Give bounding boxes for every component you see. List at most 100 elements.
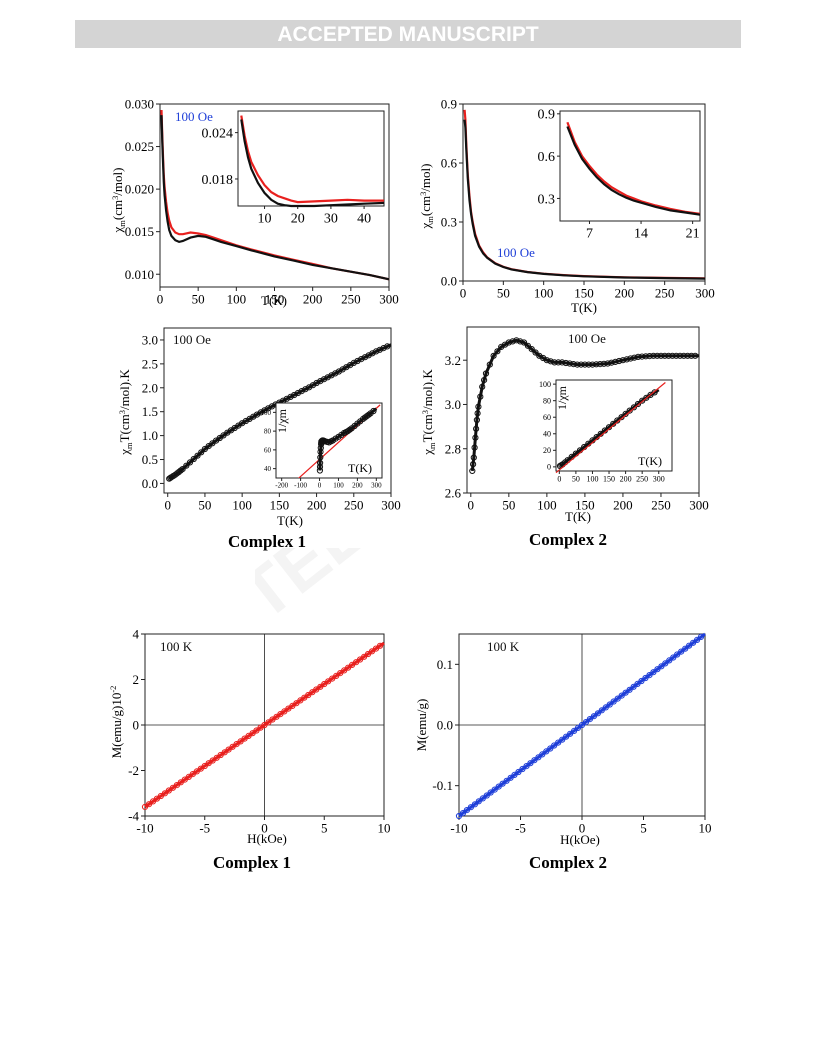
- p2-ylabel: χm(cm3/mol): [418, 164, 435, 230]
- p1-inset-xtick-label: 30: [324, 211, 338, 226]
- p5-xtick-label: 0: [261, 820, 268, 835]
- p1-inset-xtick-label: 20: [291, 211, 305, 226]
- p3-point: [190, 455, 197, 463]
- p4-point: [684, 352, 691, 359]
- p6-point: [563, 733, 570, 740]
- p1-xtick-label: 250: [341, 291, 361, 306]
- p6-point: [697, 633, 705, 641]
- p6-xlabel: H(kOe): [560, 832, 600, 847]
- p5-point: [305, 691, 312, 699]
- p4-point: [661, 352, 668, 359]
- p2-xtick-label: 300: [695, 285, 715, 300]
- p1-inset-series-black: [240, 119, 385, 208]
- p6-point: [674, 651, 681, 658]
- p6-point: [670, 654, 677, 661]
- banner: ACCEPTED MANUSCRIPT: [75, 20, 741, 48]
- p3-xtick-label: 150: [270, 497, 290, 512]
- p3-ytick-label: 0.0: [142, 476, 158, 491]
- p4-point: [635, 353, 642, 360]
- p4-xtick-label: 200: [613, 497, 633, 512]
- p5-xtick-label: -5: [199, 820, 210, 835]
- p4-point: [597, 361, 604, 368]
- p6-point: [682, 645, 689, 652]
- p4-point: [642, 353, 649, 360]
- p6-point: [519, 765, 526, 773]
- p5-point: [145, 801, 153, 808]
- p5-ytick-label: 2: [133, 672, 140, 687]
- p3-ytick-label: 2.5: [142, 356, 158, 371]
- p6-point: [571, 727, 578, 735]
- p1-xtick-label: 0: [157, 291, 164, 306]
- p2-annotation: 100 Oe: [497, 245, 535, 260]
- p4-point: [650, 352, 657, 359]
- p1-ytick-label: 0.030: [125, 97, 154, 112]
- p6-point: [642, 674, 649, 682]
- p6-point: [511, 771, 518, 779]
- p6-point: [638, 677, 645, 685]
- p1-xtick-label: 100: [227, 291, 247, 306]
- p4-xtick-label: 150: [575, 497, 595, 512]
- p4-inset-point: [651, 389, 658, 396]
- p4-xtick-label: 50: [502, 497, 515, 512]
- p2-xtick-label: 250: [655, 285, 675, 300]
- p3-point: [198, 449, 205, 456]
- p4-point: [638, 353, 646, 360]
- p4-inset-ytick-label: 100: [539, 380, 551, 389]
- p4-point: [673, 352, 680, 359]
- p6-point: [690, 639, 697, 646]
- p4-point: [475, 403, 482, 410]
- p6-point: [515, 768, 522, 776]
- p5-xtick-label: -10: [136, 820, 153, 835]
- p6-point: [578, 721, 586, 729]
- p1-xtick-label: 50: [192, 291, 205, 306]
- p4-point: [585, 361, 592, 368]
- p4-point: [676, 352, 684, 359]
- p3-inset-point: [365, 411, 372, 418]
- p6-point: [610, 698, 617, 705]
- p3-inset-point: [370, 407, 377, 415]
- p4-point: [524, 342, 532, 349]
- p4-point: [469, 467, 476, 474]
- p6-point: [626, 686, 633, 693]
- p4-point: [555, 359, 562, 366]
- p5-ytick-label: 4: [133, 627, 140, 642]
- p2-ytick-label: 0.9: [441, 97, 457, 112]
- p4-inset-point: [626, 407, 633, 414]
- p4-inset-point: [639, 397, 646, 404]
- p4-point: [532, 349, 539, 356]
- p4-inset-ytick-label: 40: [543, 430, 551, 439]
- p6-point: [483, 792, 490, 799]
- p3-inset-xtick-label: -200: [275, 482, 288, 490]
- p4-point: [494, 348, 501, 355]
- p6-xtick-label: -5: [515, 820, 526, 835]
- p4-point: [477, 393, 484, 400]
- p2-inset-xtick-label: 14: [634, 226, 648, 241]
- p4-point: [566, 360, 573, 367]
- p3-point: [384, 343, 391, 350]
- banner-text: ACCEPTED MANUSCRIPT: [277, 23, 539, 46]
- p4-point: [589, 361, 596, 368]
- p6-xtick-label: 10: [699, 820, 712, 835]
- p4-inset-ytick-label: 60: [543, 413, 551, 422]
- p6-xtick-label: -10: [450, 820, 467, 835]
- p6-point: [551, 742, 558, 749]
- p6-point: [630, 683, 637, 690]
- p3-inset-xlabel: T(K): [348, 461, 372, 475]
- p4-annotation: 100 Oe: [568, 331, 606, 346]
- p5-point: [317, 683, 324, 690]
- p4-point: [562, 359, 570, 367]
- p4-inset-xtick-label: 0: [557, 475, 561, 484]
- p1-inset-xtick-label: 10: [258, 211, 272, 226]
- p3-point: [183, 462, 190, 469]
- p3-inset-xtick-label: 100: [333, 482, 344, 490]
- p4-point: [551, 359, 558, 366]
- p6-point: [634, 680, 641, 688]
- p4-point: [578, 361, 585, 368]
- p3-ylabel: χmT(cm3/mol).K: [117, 369, 134, 456]
- p3-inset-xtick-label: -100: [294, 482, 307, 490]
- p6-point: [547, 745, 554, 752]
- p1-inset-frame: [237, 110, 385, 207]
- p6-point: [567, 730, 574, 737]
- p4-point: [669, 352, 676, 359]
- p4-xtick-label: 100: [537, 497, 557, 512]
